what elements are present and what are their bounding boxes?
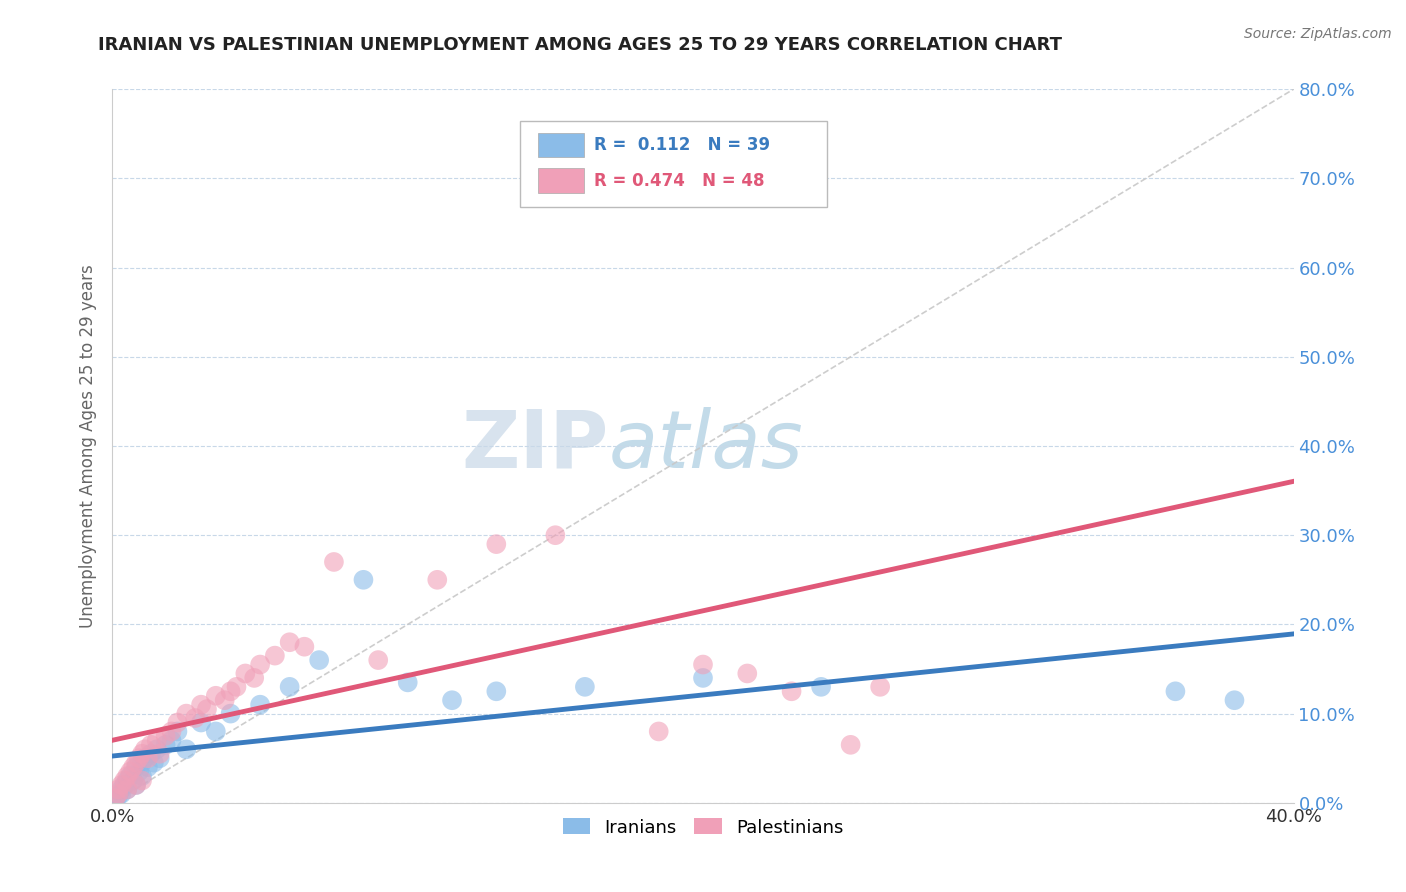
Point [166,724,188,739]
Point [112,778,135,792]
Point [155,738,177,752]
Point [107,782,129,797]
Point [131,773,153,788]
Point [603,189,626,203]
Point [139,747,162,761]
Point [292,640,315,654]
Text: ZIP: ZIP [461,407,609,485]
Point [441,693,464,707]
Point [233,666,256,681]
Point [308,653,330,667]
Point [839,738,862,752]
Point [544,528,567,542]
Point [120,769,142,783]
Point [120,764,142,779]
Point [1223,693,1246,707]
Point [574,680,596,694]
Point [139,738,162,752]
Point [249,657,271,672]
Point [146,733,169,747]
Point [110,778,132,792]
Point [485,537,508,551]
FancyBboxPatch shape [537,169,583,193]
FancyBboxPatch shape [520,121,827,207]
Point [160,733,183,747]
Point [131,756,153,770]
Point [692,657,714,672]
Text: atlas: atlas [609,407,803,485]
Point [136,751,159,765]
Point [149,747,172,761]
Point [1164,684,1187,698]
Point [225,680,247,694]
Point [134,742,156,756]
Point [367,653,389,667]
Legend: Iranians, Palestinians: Iranians, Palestinians [555,811,851,844]
Point [692,671,714,685]
Point [125,778,148,792]
Point [219,706,242,721]
Point [737,666,759,681]
Point [190,715,212,730]
Point [117,773,138,788]
Point [104,791,127,805]
Point [166,715,188,730]
Text: IRANIAN VS PALESTINIAN UNEMPLOYMENT AMONG AGES 25 TO 29 YEARS CORRELATION CHART: IRANIAN VS PALESTINIAN UNEMPLOYMENT AMON… [98,36,1063,54]
Point [131,769,153,783]
Point [174,706,197,721]
Point [174,742,197,756]
Point [146,742,169,756]
Y-axis label: Unemployment Among Ages 25 to 29 years: Unemployment Among Ages 25 to 29 years [79,264,97,628]
Point [128,764,150,779]
Point [117,782,138,797]
Point [780,684,803,698]
Point [122,760,145,774]
Point [249,698,271,712]
Point [128,751,150,765]
Point [205,689,228,703]
Point [243,671,266,685]
Point [136,760,159,774]
Text: R = 0.474   N = 48: R = 0.474 N = 48 [595,171,765,189]
Point [219,684,242,698]
Point [125,778,148,792]
Point [117,782,138,797]
Point [396,675,419,690]
Point [323,555,346,569]
Point [149,751,172,765]
Point [426,573,449,587]
Point [810,680,832,694]
Point [112,773,135,788]
Point [195,702,218,716]
Point [125,760,148,774]
Point [278,680,301,694]
Point [352,573,374,587]
Point [264,648,287,663]
Point [142,756,165,770]
Point [869,680,891,694]
Point [104,791,127,805]
FancyBboxPatch shape [537,133,583,157]
Point [122,773,145,788]
Point [134,751,156,765]
Point [214,693,236,707]
Point [485,684,508,698]
Text: R =  0.112   N = 39: R = 0.112 N = 39 [595,136,770,153]
Point [205,724,228,739]
Point [110,782,132,797]
Point [155,729,177,743]
Point [131,747,153,761]
Point [117,769,138,783]
Point [278,635,301,649]
Point [184,711,207,725]
Point [647,724,671,739]
Point [107,789,129,803]
Point [110,787,132,801]
Point [160,724,183,739]
Point [125,756,148,770]
Point [190,698,212,712]
Point [107,787,129,801]
Text: Source: ZipAtlas.com: Source: ZipAtlas.com [1244,27,1392,41]
